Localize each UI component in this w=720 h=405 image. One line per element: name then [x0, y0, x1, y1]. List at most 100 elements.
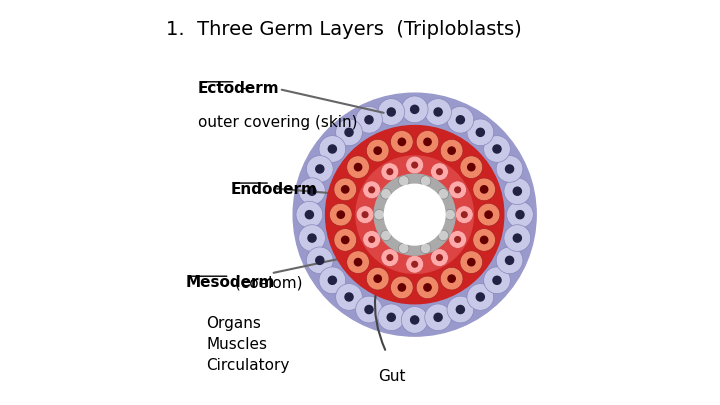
Circle shape: [434, 313, 442, 321]
Circle shape: [347, 156, 369, 179]
Circle shape: [307, 247, 333, 274]
Circle shape: [362, 212, 368, 217]
Circle shape: [424, 138, 431, 145]
Circle shape: [493, 276, 501, 284]
Circle shape: [319, 267, 346, 294]
Circle shape: [496, 156, 523, 182]
Circle shape: [387, 313, 395, 321]
Circle shape: [456, 305, 464, 313]
Circle shape: [406, 256, 423, 273]
Circle shape: [401, 307, 428, 333]
Circle shape: [356, 296, 382, 323]
Circle shape: [438, 230, 449, 241]
Circle shape: [390, 130, 413, 153]
Text: -: -: [235, 81, 246, 96]
Circle shape: [425, 99, 451, 126]
Circle shape: [381, 189, 391, 199]
Circle shape: [365, 116, 373, 124]
Circle shape: [412, 162, 418, 168]
Circle shape: [477, 203, 500, 226]
Circle shape: [387, 108, 395, 116]
Circle shape: [354, 258, 361, 266]
Circle shape: [381, 230, 391, 241]
Circle shape: [431, 163, 449, 181]
Circle shape: [410, 316, 419, 324]
Circle shape: [416, 276, 439, 299]
Circle shape: [365, 305, 373, 313]
Circle shape: [424, 284, 431, 291]
Circle shape: [356, 156, 474, 273]
Circle shape: [468, 164, 475, 171]
Circle shape: [476, 293, 485, 301]
Circle shape: [398, 284, 405, 291]
Circle shape: [334, 178, 356, 201]
Circle shape: [334, 228, 356, 251]
Circle shape: [420, 243, 431, 254]
Circle shape: [480, 186, 487, 193]
Circle shape: [434, 108, 442, 116]
Circle shape: [507, 201, 534, 228]
Circle shape: [410, 105, 419, 113]
Circle shape: [363, 181, 381, 199]
Circle shape: [307, 156, 333, 182]
Text: 1.  Three Germ Layers  (Triploblasts): 1. Three Germ Layers (Triploblasts): [166, 20, 521, 39]
Circle shape: [387, 255, 392, 260]
Circle shape: [316, 256, 324, 264]
Circle shape: [356, 206, 374, 224]
Circle shape: [341, 186, 349, 193]
Circle shape: [516, 211, 524, 219]
Circle shape: [449, 230, 467, 248]
Circle shape: [381, 163, 399, 181]
Circle shape: [398, 176, 409, 186]
Circle shape: [496, 247, 523, 274]
Circle shape: [456, 116, 464, 124]
Circle shape: [356, 107, 382, 133]
Circle shape: [347, 251, 369, 273]
Text: Ectoderm: Ectoderm: [198, 81, 279, 96]
Circle shape: [366, 267, 389, 290]
Circle shape: [484, 136, 510, 162]
Circle shape: [328, 276, 336, 284]
Circle shape: [441, 267, 463, 290]
Circle shape: [449, 181, 467, 199]
Circle shape: [299, 178, 325, 205]
Circle shape: [381, 249, 399, 266]
Circle shape: [401, 96, 428, 123]
Circle shape: [341, 236, 349, 243]
Circle shape: [431, 249, 449, 266]
Circle shape: [390, 276, 413, 299]
Circle shape: [398, 243, 409, 254]
Circle shape: [505, 256, 513, 264]
Circle shape: [363, 230, 381, 248]
Circle shape: [484, 267, 510, 294]
Circle shape: [447, 107, 474, 133]
Circle shape: [345, 293, 353, 301]
Circle shape: [441, 139, 463, 162]
Circle shape: [387, 169, 392, 175]
Circle shape: [504, 225, 531, 252]
Circle shape: [354, 164, 361, 171]
Circle shape: [504, 178, 531, 205]
Circle shape: [336, 119, 362, 146]
Circle shape: [436, 255, 442, 260]
Circle shape: [378, 99, 405, 126]
Text: outer covering (skin): outer covering (skin): [198, 115, 358, 130]
Circle shape: [328, 145, 336, 153]
Circle shape: [374, 174, 455, 255]
Circle shape: [493, 145, 501, 153]
Circle shape: [460, 251, 482, 273]
Circle shape: [398, 138, 405, 145]
Text: Mesoderm: Mesoderm: [186, 275, 275, 290]
Circle shape: [455, 237, 461, 242]
Circle shape: [308, 234, 316, 242]
Text: (coelom): (coelom): [230, 275, 302, 290]
Circle shape: [420, 176, 431, 186]
Circle shape: [337, 211, 344, 218]
Circle shape: [374, 147, 382, 154]
Circle shape: [316, 165, 324, 173]
Circle shape: [438, 189, 449, 199]
Text: Gut: Gut: [378, 369, 406, 384]
Circle shape: [369, 187, 374, 193]
Circle shape: [374, 209, 384, 220]
Circle shape: [447, 296, 474, 323]
